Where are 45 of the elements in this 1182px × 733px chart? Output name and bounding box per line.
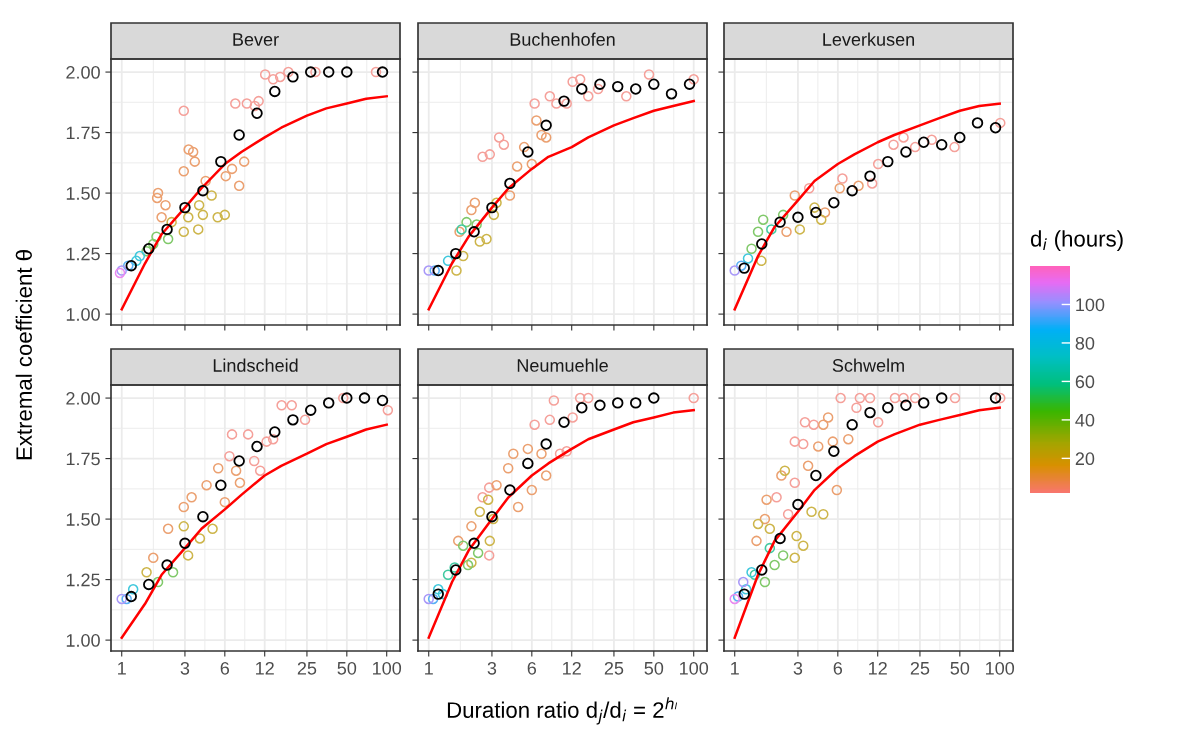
y-tick-label: 1.75: [66, 452, 100, 466]
y-tick-label: 1.00: [66, 634, 100, 647]
x-tick-label: 12: [563, 661, 581, 675]
x-tick-label: 1: [425, 662, 433, 675]
x-tick-label: 12: [869, 661, 887, 675]
y-tick-label: 1.50: [66, 187, 100, 200]
chart-title: Bever: [233, 33, 279, 46]
x-tick-label: 25: [297, 661, 317, 675]
x-tick-label: 100: [373, 661, 402, 675]
x-tick-label: 25: [910, 661, 930, 675]
x-tick-label: 100: [680, 661, 709, 675]
x-tick-label: 3: [487, 661, 497, 675]
color-bar-label: 40: [1075, 413, 1095, 427]
x-tick-label: 1: [731, 662, 739, 675]
y-tick-label: 2.00: [66, 392, 100, 405]
x-tick-label: 3: [180, 661, 190, 675]
x-tick-label: 6: [527, 661, 537, 675]
x-tick-label: 6: [833, 661, 843, 675]
x-tick-label: 6: [220, 661, 230, 675]
x-tick-label: 50: [644, 661, 664, 675]
x-tick-label: 12: [256, 661, 274, 675]
y-tick-label: 1.25: [66, 247, 100, 261]
chart-title: Neumuehle: [517, 358, 608, 372]
x-tick-label: 1: [118, 662, 126, 675]
color-bar-label: 80: [1075, 336, 1095, 350]
x-tick-label: 50: [337, 661, 357, 675]
color-bar-label: 60: [1075, 375, 1095, 389]
y-tick-label: 2.00: [66, 66, 100, 79]
y-tick-label: 1.00: [66, 308, 100, 321]
x-axis-title: Duration ratio d$_{j}$/d$_{i}$ = 2$^{hₗ}$: [447, 697, 678, 725]
y-tick-label: 1.75: [66, 126, 100, 140]
x-tick-label: 3: [793, 661, 803, 675]
y-tick-label: 1.25: [66, 573, 100, 587]
chart-title: Buchenhofen: [510, 32, 615, 46]
chart-title: Leverkusen: [823, 32, 914, 46]
y-axis-title: Extremal coefficient θ: [15, 250, 32, 460]
x-tick-label: 50: [950, 661, 970, 675]
y-tick-label: 1.50: [66, 513, 100, 526]
color-bar-label: 20: [1075, 452, 1095, 466]
x-tick-label: 25: [604, 661, 624, 675]
chart-title: Schwelm: [832, 358, 904, 372]
color-bar-label: 100: [1076, 298, 1105, 312]
chart-title: Lindscheid: [213, 358, 298, 372]
color-bar-title: d$_{i}$ (hours): [1030, 230, 1123, 252]
x-tick-label: 100: [986, 661, 1015, 675]
